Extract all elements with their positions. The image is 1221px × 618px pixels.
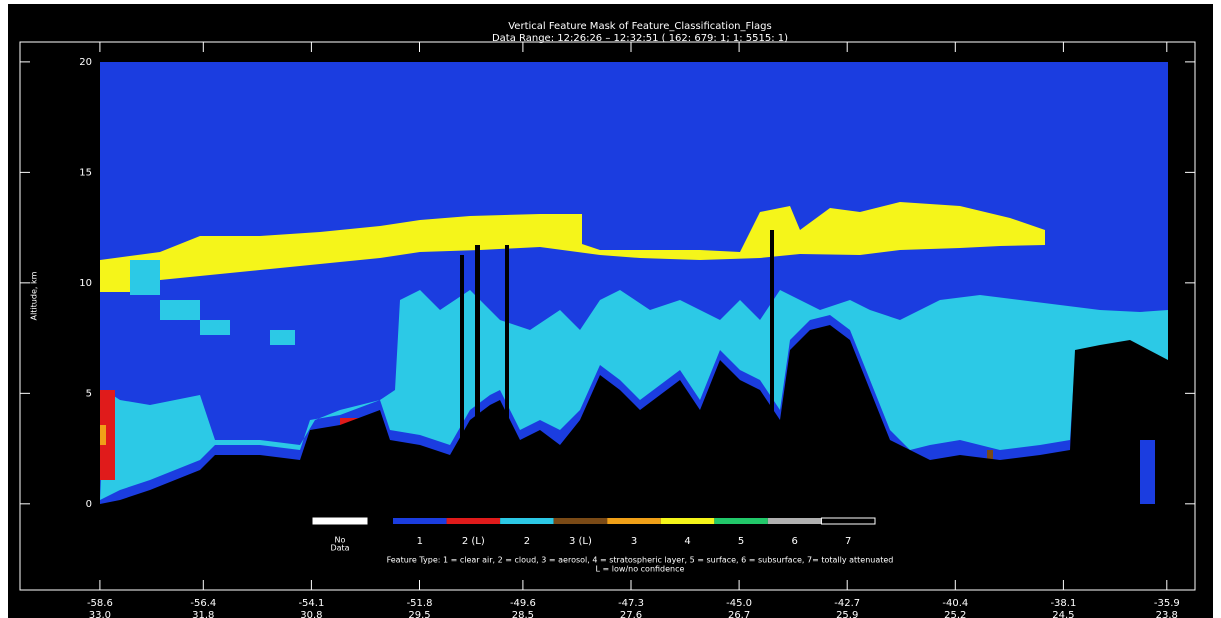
attenuated-column	[475, 245, 480, 445]
x-tick-label: -58.6	[87, 598, 113, 609]
clear-air	[1140, 440, 1155, 504]
x-tick-label-longitude: 33.0	[89, 610, 111, 618]
x-tick-label-longitude: 30.8	[300, 610, 322, 618]
x-tick-label: -56.4	[190, 598, 216, 609]
legend-swatch	[820, 517, 876, 525]
legend-label: 7	[845, 536, 851, 547]
legend-label: 6	[791, 536, 797, 547]
legend-label: No	[335, 536, 346, 545]
y-tick-label: 0	[86, 499, 92, 510]
x-tick-label-longitude: 29.5	[408, 610, 430, 618]
legend-label: 5	[738, 536, 744, 547]
legend-label: Data	[330, 544, 349, 553]
x-tick-label-longitude: 26.7	[728, 610, 750, 618]
x-tick-label: -42.7	[834, 598, 860, 609]
y-tick-label: 5	[86, 388, 92, 399]
attenuated-column	[505, 245, 509, 445]
x-tick-label: -51.8	[407, 598, 433, 609]
cloud	[200, 320, 230, 335]
legend-swatch	[446, 518, 501, 524]
cloud-low-confidence	[100, 390, 115, 480]
x-tick-label-longitude: 24.5	[1052, 610, 1074, 618]
chart-title: Vertical Feature Mask of Feature_Classif…	[508, 21, 772, 32]
legend-swatch	[393, 518, 447, 524]
legend-swatch	[714, 518, 768, 524]
x-tick-label-longitude: 27.6	[620, 610, 642, 618]
x-tick-label-longitude: 23.8	[1156, 610, 1178, 618]
attenuated-column	[770, 230, 774, 430]
x-tick-label: -38.1	[1050, 598, 1076, 609]
aerosol	[100, 425, 106, 445]
y-axis-label: Altitude, km	[30, 271, 39, 320]
x-tick-label-longitude: 28.5	[512, 610, 534, 618]
y-tick-label: 10	[79, 278, 92, 289]
x-tick-label: -40.4	[942, 598, 968, 609]
x-tick-label: -35.9	[1154, 598, 1180, 609]
stratospheric-layer	[100, 202, 1045, 292]
legend-note: Feature Type: 1 = clear air, 2 = cloud, …	[387, 556, 894, 565]
legend-label: 2	[524, 536, 530, 547]
legend-label: 4	[684, 536, 690, 547]
chart-subtitle: Data Range: 12:26:26 – 12:32:51 ( 162: 6…	[492, 33, 788, 44]
y-tick-label: 20	[79, 57, 92, 68]
x-tick-label: -45.0	[726, 598, 752, 609]
legend-label: 1	[417, 536, 423, 547]
x-tick-label: -47.3	[618, 598, 644, 609]
legend-no-data	[312, 517, 368, 525]
x-tick-label: -54.1	[298, 598, 324, 609]
cloud	[160, 300, 200, 320]
attenuated-surface	[100, 325, 1168, 504]
y-tick-label: 15	[79, 167, 92, 178]
legend-label: 3 (L)	[569, 536, 592, 547]
x-tick-label-longitude: 25.9	[836, 610, 858, 618]
attenuated-column	[460, 255, 464, 455]
cloud	[270, 330, 295, 345]
legend-swatch	[660, 518, 715, 524]
plot-frame	[19, 41, 1196, 591]
legend-swatch	[553, 518, 608, 524]
x-tick-label-longitude: 31.8	[192, 610, 214, 618]
legend-swatch	[767, 518, 822, 524]
legend-note: L = low/no confidence	[596, 565, 685, 574]
x-tick-label: -49.6	[510, 598, 536, 609]
x-tick-label-longitude: 25.2	[944, 610, 966, 618]
legend-label: 3	[631, 536, 637, 547]
legend-swatch	[607, 518, 661, 524]
legend-label: 2 (L)	[462, 536, 485, 547]
cloud	[130, 260, 160, 295]
feature-mask-image	[100, 62, 1168, 504]
cloud	[100, 290, 1168, 500]
legend-swatch	[500, 518, 554, 524]
